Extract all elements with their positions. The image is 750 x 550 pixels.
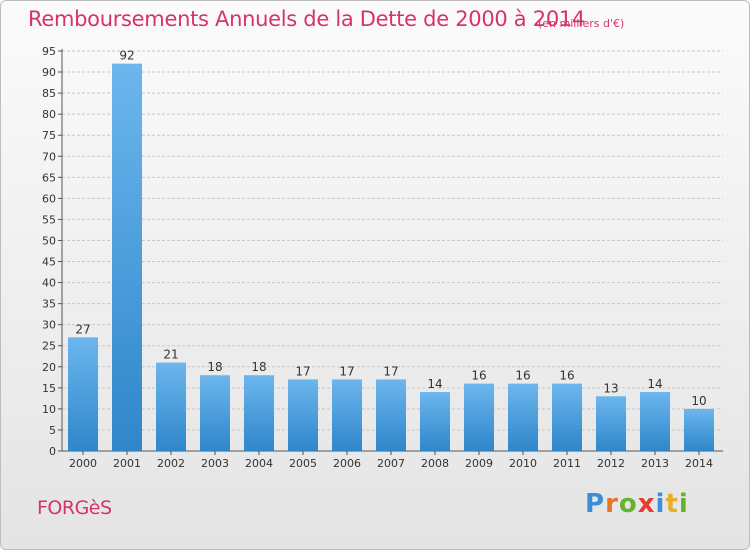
y-tick-label: 10 [42, 403, 56, 416]
x-tick-label: 2000 [69, 457, 97, 470]
y-tick-label: 5 [49, 424, 56, 437]
chart-title: Remboursements Annuels de la Dette de 20… [28, 7, 585, 31]
y-tick-label: 85 [42, 87, 56, 100]
x-tick-label: 2010 [509, 457, 537, 470]
y-tick-label: 35 [42, 298, 56, 311]
data-label: 27 [75, 322, 90, 336]
proxiti-logo: Proxiti [585, 489, 689, 519]
bar-2002 [156, 362, 186, 451]
bar-2014 [684, 408, 714, 451]
y-tick-label: 55 [42, 213, 56, 226]
data-label: 17 [295, 364, 310, 378]
data-label: 92 [119, 49, 134, 63]
data-label: 16 [515, 369, 530, 383]
data-label: 13 [603, 381, 618, 395]
y-tick-label: 25 [42, 340, 56, 353]
data-label: 14 [427, 377, 442, 391]
y-tick-label: 65 [42, 171, 56, 184]
y-tick-label: 50 [42, 234, 56, 247]
x-tick-label: 2012 [597, 457, 625, 470]
data-label: 17 [339, 364, 354, 378]
x-tick-label: 2013 [641, 457, 669, 470]
bar-2001 [112, 63, 142, 451]
bar-2009 [464, 383, 494, 451]
bar-2004 [244, 375, 274, 451]
y-tick-label: 80 [42, 108, 56, 121]
bar-2010 [508, 383, 538, 451]
data-label: 21 [163, 348, 178, 362]
data-label: 18 [251, 360, 266, 374]
bar-2007 [376, 379, 406, 451]
bar-2003 [200, 375, 230, 451]
y-tick-label: 0 [49, 445, 56, 458]
x-tick-label: 2014 [685, 457, 713, 470]
x-tick-label: 2004 [245, 457, 273, 470]
data-label: 10 [691, 394, 706, 408]
y-tick-label: 15 [42, 382, 56, 395]
bar-2012 [596, 396, 626, 451]
commune-name: FORGèS [37, 497, 112, 519]
x-tick-label: 2011 [553, 457, 581, 470]
x-tick-label: 2005 [289, 457, 317, 470]
bar-2000 [68, 337, 98, 451]
y-tick-label: 45 [42, 256, 56, 269]
x-tick-label: 2007 [377, 457, 405, 470]
data-label: 16 [471, 369, 486, 383]
data-label: 17 [383, 364, 398, 378]
bar-2008 [420, 392, 450, 451]
y-tick-label: 60 [42, 192, 56, 205]
bar-2006 [332, 379, 362, 451]
data-label: 16 [559, 369, 574, 383]
y-tick-label: 95 [42, 45, 56, 58]
bar-2011 [552, 383, 582, 451]
x-tick-label: 2008 [421, 457, 449, 470]
x-tick-label: 2006 [333, 457, 361, 470]
y-tick-label: 75 [42, 129, 56, 142]
x-tick-label: 2002 [157, 457, 185, 470]
data-label: 18 [207, 360, 222, 374]
bar-2013 [640, 392, 670, 451]
data-label: 14 [647, 377, 662, 391]
y-tick-label: 40 [42, 277, 56, 290]
chart-subtitle: (en milliers d'€) [538, 17, 625, 30]
y-tick-label: 70 [42, 150, 56, 163]
y-tick-label: 90 [42, 66, 56, 79]
y-tick-label: 30 [42, 319, 56, 332]
x-tick-label: 2001 [113, 457, 141, 470]
x-tick-label: 2003 [201, 457, 229, 470]
y-tick-label: 20 [42, 361, 56, 374]
bar-2005 [288, 379, 318, 451]
x-tick-label: 2009 [465, 457, 493, 470]
